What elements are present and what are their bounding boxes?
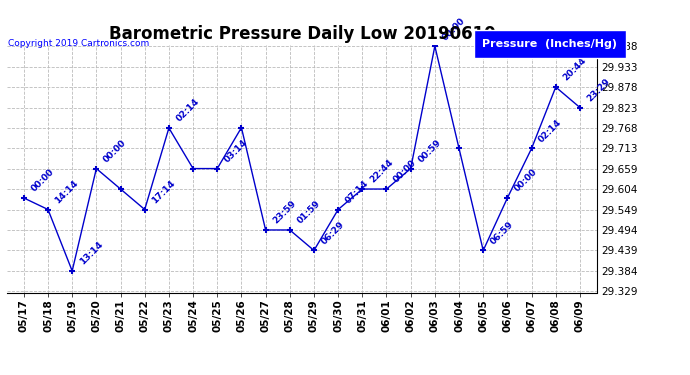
Text: 01:59: 01:59 <box>295 199 322 226</box>
Text: 00:00: 00:00 <box>102 138 128 164</box>
Text: 00:00: 00:00 <box>440 16 466 42</box>
Text: Pressure  (Inches/Hg): Pressure (Inches/Hg) <box>482 39 618 49</box>
Text: 00:00: 00:00 <box>392 159 418 185</box>
Text: 02:14: 02:14 <box>537 118 564 144</box>
Text: 02:14: 02:14 <box>175 97 201 124</box>
Title: Barometric Pressure Daily Low 20190610: Barometric Pressure Daily Low 20190610 <box>108 26 495 44</box>
Text: 03:14: 03:14 <box>223 138 249 164</box>
Text: 07:14: 07:14 <box>344 178 371 206</box>
Text: 00:00: 00:00 <box>513 168 539 194</box>
Text: 06:59: 06:59 <box>489 220 515 246</box>
Text: 00:00: 00:00 <box>30 168 56 194</box>
Text: 17:14: 17:14 <box>150 178 177 206</box>
Text: 23:59: 23:59 <box>271 199 298 226</box>
Text: 23:29: 23:29 <box>586 76 612 104</box>
Text: 13:14: 13:14 <box>78 240 104 267</box>
Text: 22:44: 22:44 <box>368 158 395 185</box>
Text: 06:29: 06:29 <box>319 220 346 246</box>
Text: 14:14: 14:14 <box>54 178 80 206</box>
Text: 20:44: 20:44 <box>561 56 588 83</box>
Text: Copyright 2019 Cartronics.com: Copyright 2019 Cartronics.com <box>8 39 150 48</box>
Text: 00:59: 00:59 <box>416 138 443 164</box>
